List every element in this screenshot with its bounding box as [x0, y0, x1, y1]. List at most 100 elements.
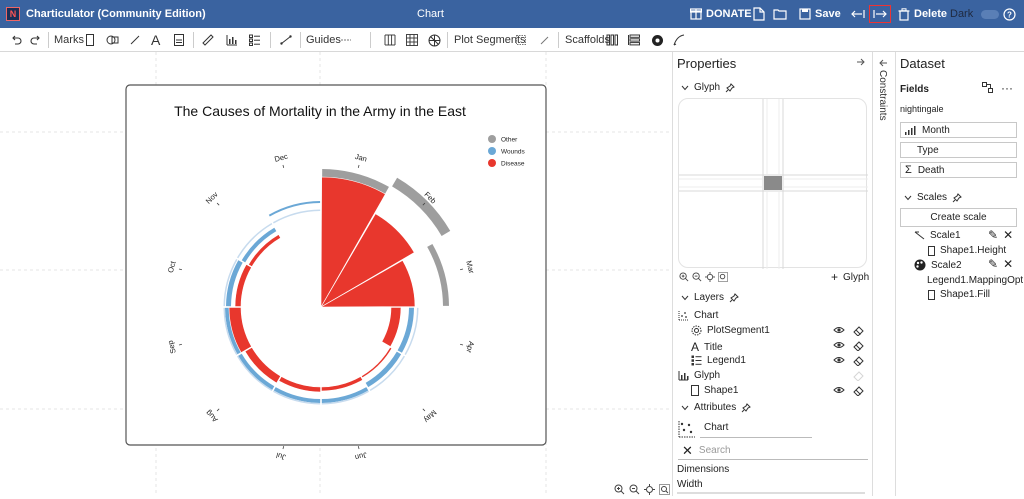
- layer-item-shape1[interactable]: Shape1: [691, 385, 738, 396]
- disease-wedge[interactable]: [281, 226, 321, 238]
- layer-item-plotsegment1[interactable]: PlotSegment1: [691, 325, 770, 336]
- wound-wedge[interactable]: [268, 201, 321, 217]
- disease-wedge[interactable]: [248, 234, 282, 268]
- wound-wedge[interactable]: [397, 307, 414, 353]
- redo-button[interactable]: [30, 32, 42, 48]
- polar-scaffold-button[interactable]: [651, 32, 664, 48]
- help-button[interactable]: ?: [1003, 4, 1016, 24]
- disease-wedge[interactable]: [234, 263, 252, 307]
- scale1-mapping[interactable]: Shape1.Height: [928, 245, 1006, 256]
- eraser-icon[interactable]: [853, 325, 864, 337]
- text-mark-button[interactable]: A: [151, 32, 160, 48]
- eraser-icon[interactable]: [853, 385, 864, 397]
- zoom-reset-icon[interactable]: [718, 272, 728, 282]
- other-wedge[interactable]: [392, 177, 451, 236]
- other-wedge[interactable]: [223, 258, 238, 307]
- close-icon[interactable]: ✕: [1003, 228, 1014, 242]
- toggle-switch[interactable]: [981, 9, 1000, 19]
- pin-icon[interactable]: [729, 292, 739, 303]
- pencil-icon[interactable]: ✎: [988, 257, 999, 271]
- close-icon[interactable]: ✕: [1003, 257, 1014, 271]
- grid-guide-button[interactable]: [384, 32, 396, 48]
- undo-button[interactable]: [10, 32, 22, 48]
- image-mark-button[interactable]: [174, 32, 184, 48]
- new-file-button[interactable]: [753, 4, 765, 24]
- disease-wedge[interactable]: [381, 307, 402, 348]
- wound-wedge[interactable]: [241, 227, 277, 263]
- plot-segment-rect-button[interactable]: [516, 32, 526, 48]
- chart-name-input[interactable]: Chart: [700, 418, 812, 438]
- donate-button[interactable]: DONATE: [690, 4, 752, 24]
- vertical-scaffold-button[interactable]: [628, 32, 640, 48]
- wound-wedge[interactable]: [237, 353, 275, 391]
- search-input[interactable]: ✕ Search: [678, 442, 868, 460]
- field-type[interactable]: Type: [900, 142, 1017, 158]
- glyph-section-header[interactable]: Glyph: [681, 82, 735, 93]
- constraints-panel[interactable]: Constraints: [872, 52, 896, 496]
- pin-icon[interactable]: [741, 402, 752, 413]
- wound-wedge[interactable]: [273, 387, 321, 403]
- disease-wedge[interactable]: [321, 376, 364, 392]
- disease-wedge[interactable]: [320, 213, 415, 308]
- layer-item-glyph[interactable]: Glyph: [678, 370, 720, 381]
- app-logo-icon[interactable]: N: [6, 7, 20, 21]
- eraser-icon[interactable]: [853, 370, 864, 382]
- field-month[interactable]: Month: [900, 122, 1017, 138]
- plot-segment-line-button[interactable]: [540, 32, 549, 48]
- link-tables-button[interactable]: [982, 82, 993, 93]
- eye-icon[interactable]: [833, 325, 845, 335]
- close-icon[interactable]: ✕: [682, 442, 693, 458]
- curve-scaffold-button[interactable]: [673, 32, 685, 48]
- layer-item-legend1[interactable]: Legend1: [691, 355, 746, 366]
- glyph-editor[interactable]: [678, 98, 868, 269]
- zoom-out-icon[interactable]: [629, 484, 640, 495]
- other-wedge[interactable]: [404, 307, 419, 356]
- eraser-icon[interactable]: [853, 355, 864, 367]
- table-guide-button[interactable]: [406, 32, 418, 48]
- pencil-icon[interactable]: ✎: [988, 228, 999, 242]
- document-title[interactable]: Chart: [417, 8, 444, 20]
- disease-wedge[interactable]: [360, 346, 393, 379]
- width-input[interactable]: [677, 492, 865, 494]
- chart-title[interactable]: The Causes of Mortality in the Army in t…: [174, 103, 466, 119]
- ruler-button[interactable]: [202, 32, 214, 48]
- collapse-properties-button[interactable]: [857, 58, 865, 66]
- expand-button[interactable]: [869, 5, 891, 23]
- guide-button[interactable]: [341, 32, 351, 48]
- wound-wedge[interactable]: [321, 387, 369, 403]
- disease-wedge[interactable]: [228, 307, 252, 353]
- attributes-section-header[interactable]: Attributes: [681, 402, 752, 413]
- chart-legend[interactable]: Other Wounds Disease: [488, 135, 525, 168]
- zoom-reset-icon[interactable]: [659, 484, 670, 495]
- disease-wedge[interactable]: [278, 376, 321, 393]
- collapse-constraints-button[interactable]: [879, 58, 887, 70]
- constraints-label[interactable]: Constraints: [877, 70, 888, 121]
- more-options-button[interactable]: ···: [1001, 81, 1013, 95]
- other-wedge[interactable]: [272, 209, 321, 224]
- disease-wedge[interactable]: [319, 260, 416, 308]
- zoom-fit-icon[interactable]: [644, 484, 655, 495]
- eye-icon[interactable]: [833, 385, 845, 395]
- polar-guide-button[interactable]: [428, 32, 441, 48]
- open-file-button[interactable]: [773, 4, 787, 24]
- shrink-button[interactable]: [851, 4, 865, 24]
- zoom-fit-icon[interactable]: [705, 272, 715, 282]
- scale-item-scale2[interactable]: Scale2: [914, 259, 962, 271]
- link-button[interactable]: [280, 32, 292, 48]
- disease-wedge[interactable]: [320, 176, 386, 309]
- save-button[interactable]: Save: [799, 4, 841, 24]
- eraser-icon[interactable]: [853, 340, 864, 352]
- pin-icon[interactable]: [725, 82, 735, 93]
- horizontal-scaffold-button[interactable]: [606, 32, 618, 48]
- line-mark-button[interactable]: [130, 32, 140, 48]
- scales-section-header[interactable]: Scales: [904, 192, 962, 203]
- disease-wedge[interactable]: [244, 346, 282, 384]
- wound-wedge[interactable]: [365, 351, 402, 388]
- other-wedge[interactable]: [272, 390, 321, 405]
- chart-canvas[interactable]: The Causes of Mortality in the Army in t…: [0, 52, 672, 496]
- nested-chart-button[interactable]: [249, 32, 261, 48]
- layer-item-chart[interactable]: Chart: [678, 310, 718, 321]
- shape-mark-button[interactable]: [106, 32, 119, 48]
- other-wedge[interactable]: [321, 390, 370, 405]
